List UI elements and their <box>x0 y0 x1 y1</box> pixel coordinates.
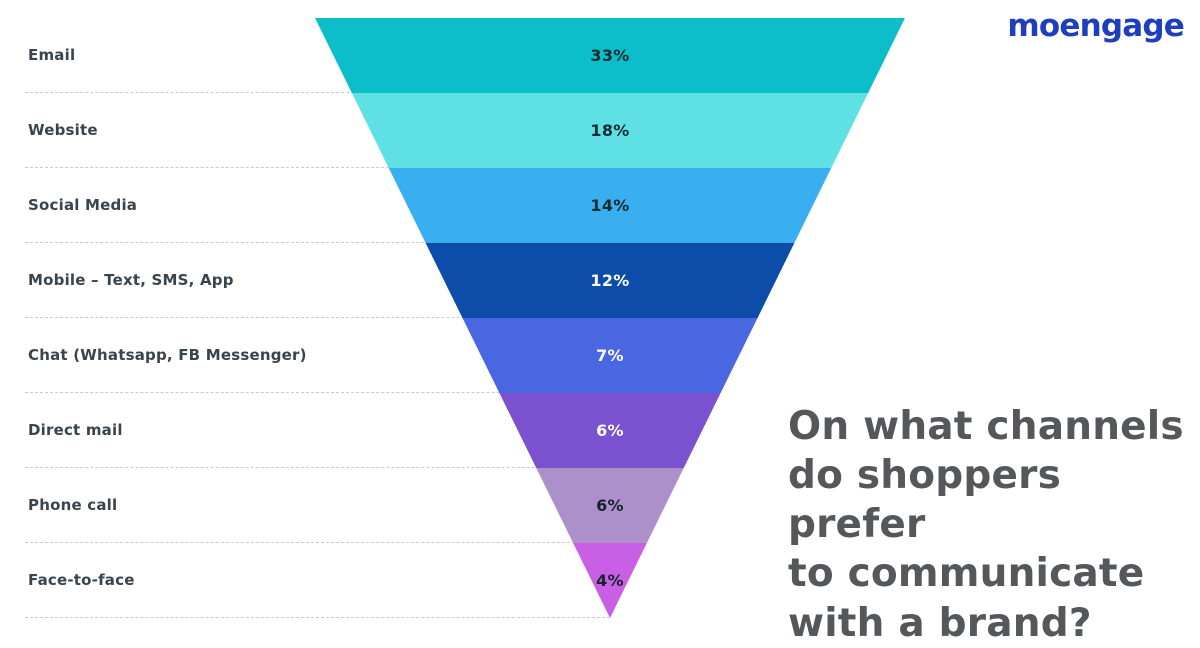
funnel-row-direct-mail: Direct mail <box>25 393 610 468</box>
funnel-row-website: Website <box>25 93 610 168</box>
funnel-row-email: Email <box>25 18 610 93</box>
category-label: Social Media <box>28 196 138 214</box>
funnel-segment-website: 18% <box>315 93 905 168</box>
chart-question-title: On what channels do shoppers prefer to c… <box>788 402 1200 648</box>
category-label: Face-to-face <box>28 571 135 589</box>
funnel-row-social-media: Social Media <box>25 168 610 243</box>
segment-value: 4% <box>596 571 624 590</box>
category-label: Email <box>28 46 76 64</box>
segment-value: 18% <box>590 121 630 140</box>
funnel-segment-email: 33% <box>315 18 905 93</box>
funnel-row-face-to-face: Face-to-face <box>25 543 610 618</box>
funnel-chart: Email Website Social Media Mobile – Text… <box>25 8 1185 646</box>
segment-value: 7% <box>596 346 624 365</box>
question-line: with a brand? <box>788 600 1092 646</box>
funnel-row-phone-call: Phone call <box>25 468 610 543</box>
category-label: Direct mail <box>28 421 123 439</box>
funnel-row-mobile: Mobile – Text, SMS, App <box>25 243 610 318</box>
segment-value: 14% <box>590 196 630 215</box>
segment-value: 6% <box>596 421 624 440</box>
question-line: On what channels <box>788 404 1184 449</box>
category-label: Chat (Whatsapp, FB Messenger) <box>28 346 307 364</box>
question-line: to communicate <box>788 551 1145 597</box>
category-label: Phone call <box>28 496 118 514</box>
moengage-logo: moengage <box>1007 8 1184 44</box>
segment-value: 33% <box>590 46 630 65</box>
segment-value: 6% <box>596 496 624 515</box>
category-label: Mobile – Text, SMS, App <box>28 271 234 289</box>
category-label: Website <box>28 121 98 139</box>
question-line: do shoppers prefer <box>788 453 1061 548</box>
funnel-row-chat: Chat (Whatsapp, FB Messenger) <box>25 318 610 393</box>
segment-value: 12% <box>590 271 630 290</box>
